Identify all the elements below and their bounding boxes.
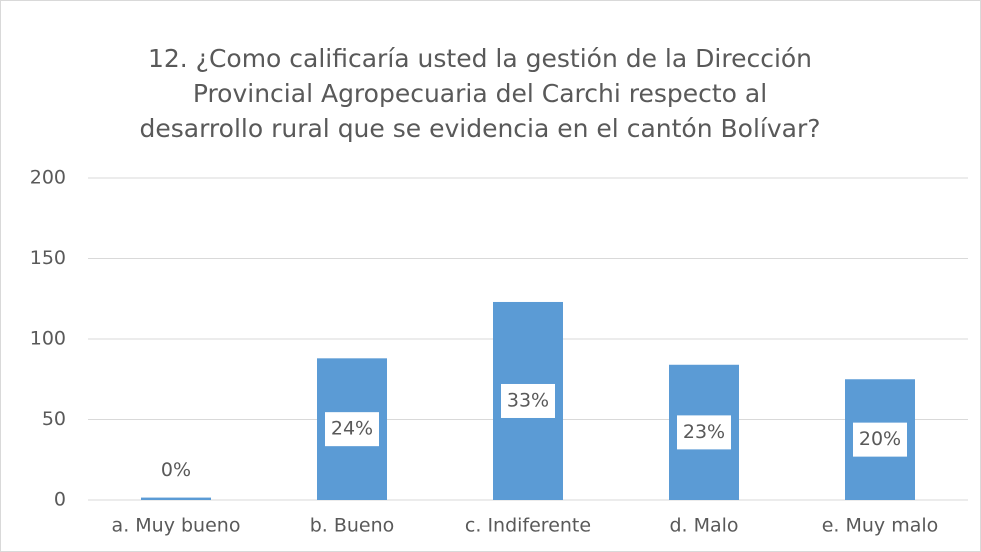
bar (141, 497, 211, 500)
x-tick-label: d. Malo (669, 515, 738, 537)
chart-title: Provincial Agropecuaria del Carchi respe… (193, 79, 767, 108)
x-tick-label: a. Muy bueno (112, 515, 241, 537)
data-label: 33% (507, 389, 549, 411)
data-label-box (501, 383, 555, 418)
data-label-box (325, 412, 379, 447)
chart-title: 12. ¿Como calificaría usted la gestión d… (148, 44, 812, 73)
y-tick-label: 150 (30, 247, 66, 269)
x-tick-label: e. Muy malo (822, 515, 939, 537)
y-tick-label: 100 (30, 328, 66, 350)
y-tick-label: 50 (42, 408, 66, 430)
data-label-box (853, 422, 907, 457)
y-tick-label: 0 (54, 489, 66, 511)
data-label-box (677, 415, 731, 450)
data-label: 20% (859, 428, 901, 450)
data-label: 0% (161, 459, 191, 481)
x-tick-label: b. Bueno (310, 515, 395, 537)
chart-title: desarrollo rural que se evidencia en el … (139, 114, 820, 143)
data-label: 23% (683, 421, 725, 443)
y-tick-label: 200 (30, 167, 66, 189)
x-tick-label: c. Indiferente (465, 515, 591, 537)
data-label: 24% (331, 418, 373, 440)
